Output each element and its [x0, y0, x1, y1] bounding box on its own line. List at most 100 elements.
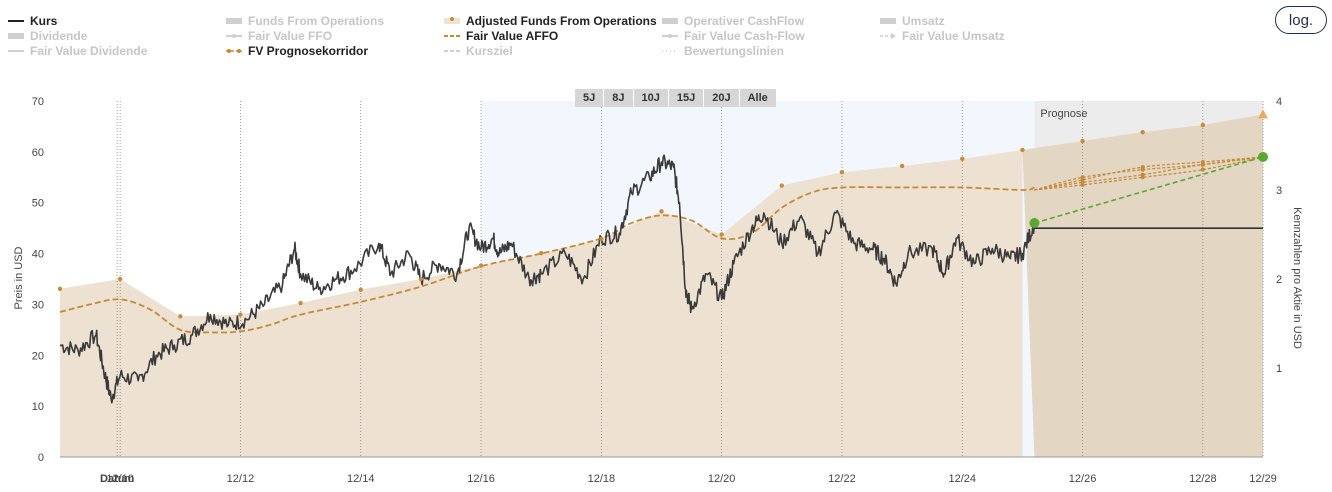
affo-point: [238, 312, 243, 317]
legend-item[interactable]: Bewertungslinien: [662, 43, 784, 58]
x-tick: 12/16: [467, 473, 495, 485]
legend-item[interactable]: Kursziel: [444, 43, 513, 58]
legend-label: Kurs: [30, 13, 58, 28]
range-button-20j[interactable]: 20J: [704, 89, 739, 107]
legend-label: Funds From Operations: [248, 13, 385, 28]
legend-symbol-icon: [226, 48, 242, 53]
range-button-10j[interactable]: 10J: [633, 89, 668, 107]
y-tick-right: 1: [1276, 363, 1282, 375]
legend-label: Kursziel: [466, 43, 513, 58]
legend-symbol-icon: [444, 16, 460, 24]
legend-label: Fair Value AFFO: [466, 28, 559, 43]
legend-item[interactable]: FV Prognosekorridor: [226, 43, 368, 58]
x-tick: 12/18: [588, 473, 616, 485]
legend-item[interactable]: Umsatz: [880, 13, 945, 28]
legend-label: Umsatz: [902, 13, 945, 28]
affo-point: [719, 232, 724, 237]
affo-area: [60, 149, 1023, 457]
affo-point: [659, 209, 664, 214]
x-tick: 12/20: [708, 473, 736, 485]
y-tick-right: 3: [1276, 185, 1282, 197]
legend-label: Bewertungslinien: [684, 43, 785, 58]
range-button-alle[interactable]: Alle: [739, 89, 776, 107]
x-tick: 12/29: [1249, 473, 1277, 485]
y-tick-left: 70: [32, 96, 44, 108]
range-button-5j[interactable]: 5J: [575, 89, 604, 107]
legend-label: Adjusted Funds From Operations: [466, 13, 657, 28]
x-tick: 12/26: [1069, 473, 1097, 485]
x-tick: 12/28: [1189, 473, 1217, 485]
legend-item[interactable]: Fair Value Cash-Flow: [662, 28, 805, 43]
legend-label: Dividende: [30, 28, 88, 43]
y-axis-title-left: Preis in USD: [13, 246, 25, 309]
fv-prognose-line: [1034, 156, 1264, 191]
x-tick: 12/14: [347, 473, 375, 485]
legend: Kurs Funds From Operations Adjusted Funds …: [0, 0, 1260, 64]
legend-symbol-icon: [8, 32, 24, 39]
legend-symbol-icon: [880, 17, 896, 24]
affo-point: [1140, 129, 1145, 135]
affo-point: [298, 300, 303, 306]
legend-item[interactable]: Fair Value Umsatz: [880, 28, 1005, 43]
fv-prognose-point: [1140, 175, 1145, 180]
y-tick-right: 2: [1276, 274, 1282, 286]
x-tick: 12/22: [828, 473, 856, 485]
affo-point: [1080, 138, 1085, 144]
legend-symbol-icon: [226, 17, 242, 24]
affo-point: [539, 250, 544, 256]
y-tick-left: 30: [32, 299, 44, 311]
range-button-8j[interactable]: 8J: [604, 89, 633, 107]
legend-item[interactable]: Fair Value FFO: [226, 28, 332, 43]
legend-symbol-icon: [8, 49, 24, 52]
range-button-15j[interactable]: 15J: [668, 89, 704, 107]
fv-prognose-point: [1200, 162, 1205, 167]
y-tick-left: 40: [32, 249, 44, 261]
legend-label: Fair Value Dividende: [30, 43, 148, 58]
legend-symbol-icon: [662, 49, 678, 52]
affo-point: [178, 314, 183, 319]
legend-label: Fair Value FFO: [248, 28, 333, 43]
legend-item[interactable]: Operativer CashFlow: [662, 13, 804, 28]
affo-point: [960, 156, 965, 162]
affo-point: [779, 183, 784, 188]
legend-item[interactable]: Fair Value Dividende: [8, 43, 147, 58]
affo-point: [57, 286, 63, 291]
legend-item[interactable]: Funds From Operations: [226, 13, 384, 28]
fv-prognose-line: [1034, 156, 1264, 191]
x-axis-title: Datum: [100, 473, 134, 485]
legend-item[interactable]: Adjusted Funds From Operations: [444, 13, 657, 28]
affo-point: [599, 236, 604, 242]
y-tick-right: 4: [1276, 96, 1282, 108]
legend-item[interactable]: Dividende: [8, 28, 87, 43]
y-tick-left: 60: [32, 147, 44, 159]
affo-point: [478, 263, 484, 268]
affo-point: [418, 276, 424, 282]
legend-item[interactable]: Kurs: [8, 13, 57, 28]
legend-symbol-icon: [8, 19, 24, 22]
y-tick-left: 0: [38, 452, 44, 464]
range-selector: 5J 8J 10J 15J 20J Alle: [575, 89, 777, 107]
log-scale-button[interactable]: log.: [1275, 6, 1327, 34]
price-line: [59, 154, 1036, 404]
y-tick-left: 10: [32, 401, 44, 413]
x-tick: 12/10: [106, 473, 134, 485]
legend-symbol-icon: [880, 32, 896, 39]
fv-prognose-point: [1080, 182, 1085, 187]
legend-symbol-icon: [662, 17, 678, 24]
legend-symbol-icon: [226, 33, 242, 38]
y-axis-title-right: Kennzahlen pro Aktie in USD: [1291, 207, 1303, 349]
current-price-marker: [1029, 218, 1040, 229]
fair-value-affo-line: [59, 186, 1035, 334]
target-price-marker: [1258, 151, 1268, 162]
legend-symbol-icon: [662, 33, 678, 38]
legend-symbol-icon: [444, 49, 460, 52]
legend-label: Fair Value Cash-Flow: [684, 28, 805, 43]
affo-point: [1200, 122, 1206, 128]
legend-label: Fair Value Umsatz: [902, 28, 1005, 43]
legend-label: FV Prognosekorridor: [248, 43, 369, 58]
x-tick: 12/24: [948, 473, 976, 485]
affo-point: [899, 163, 905, 169]
affo-point: [839, 170, 845, 175]
legend-item[interactable]: Fair Value AFFO: [444, 28, 558, 43]
